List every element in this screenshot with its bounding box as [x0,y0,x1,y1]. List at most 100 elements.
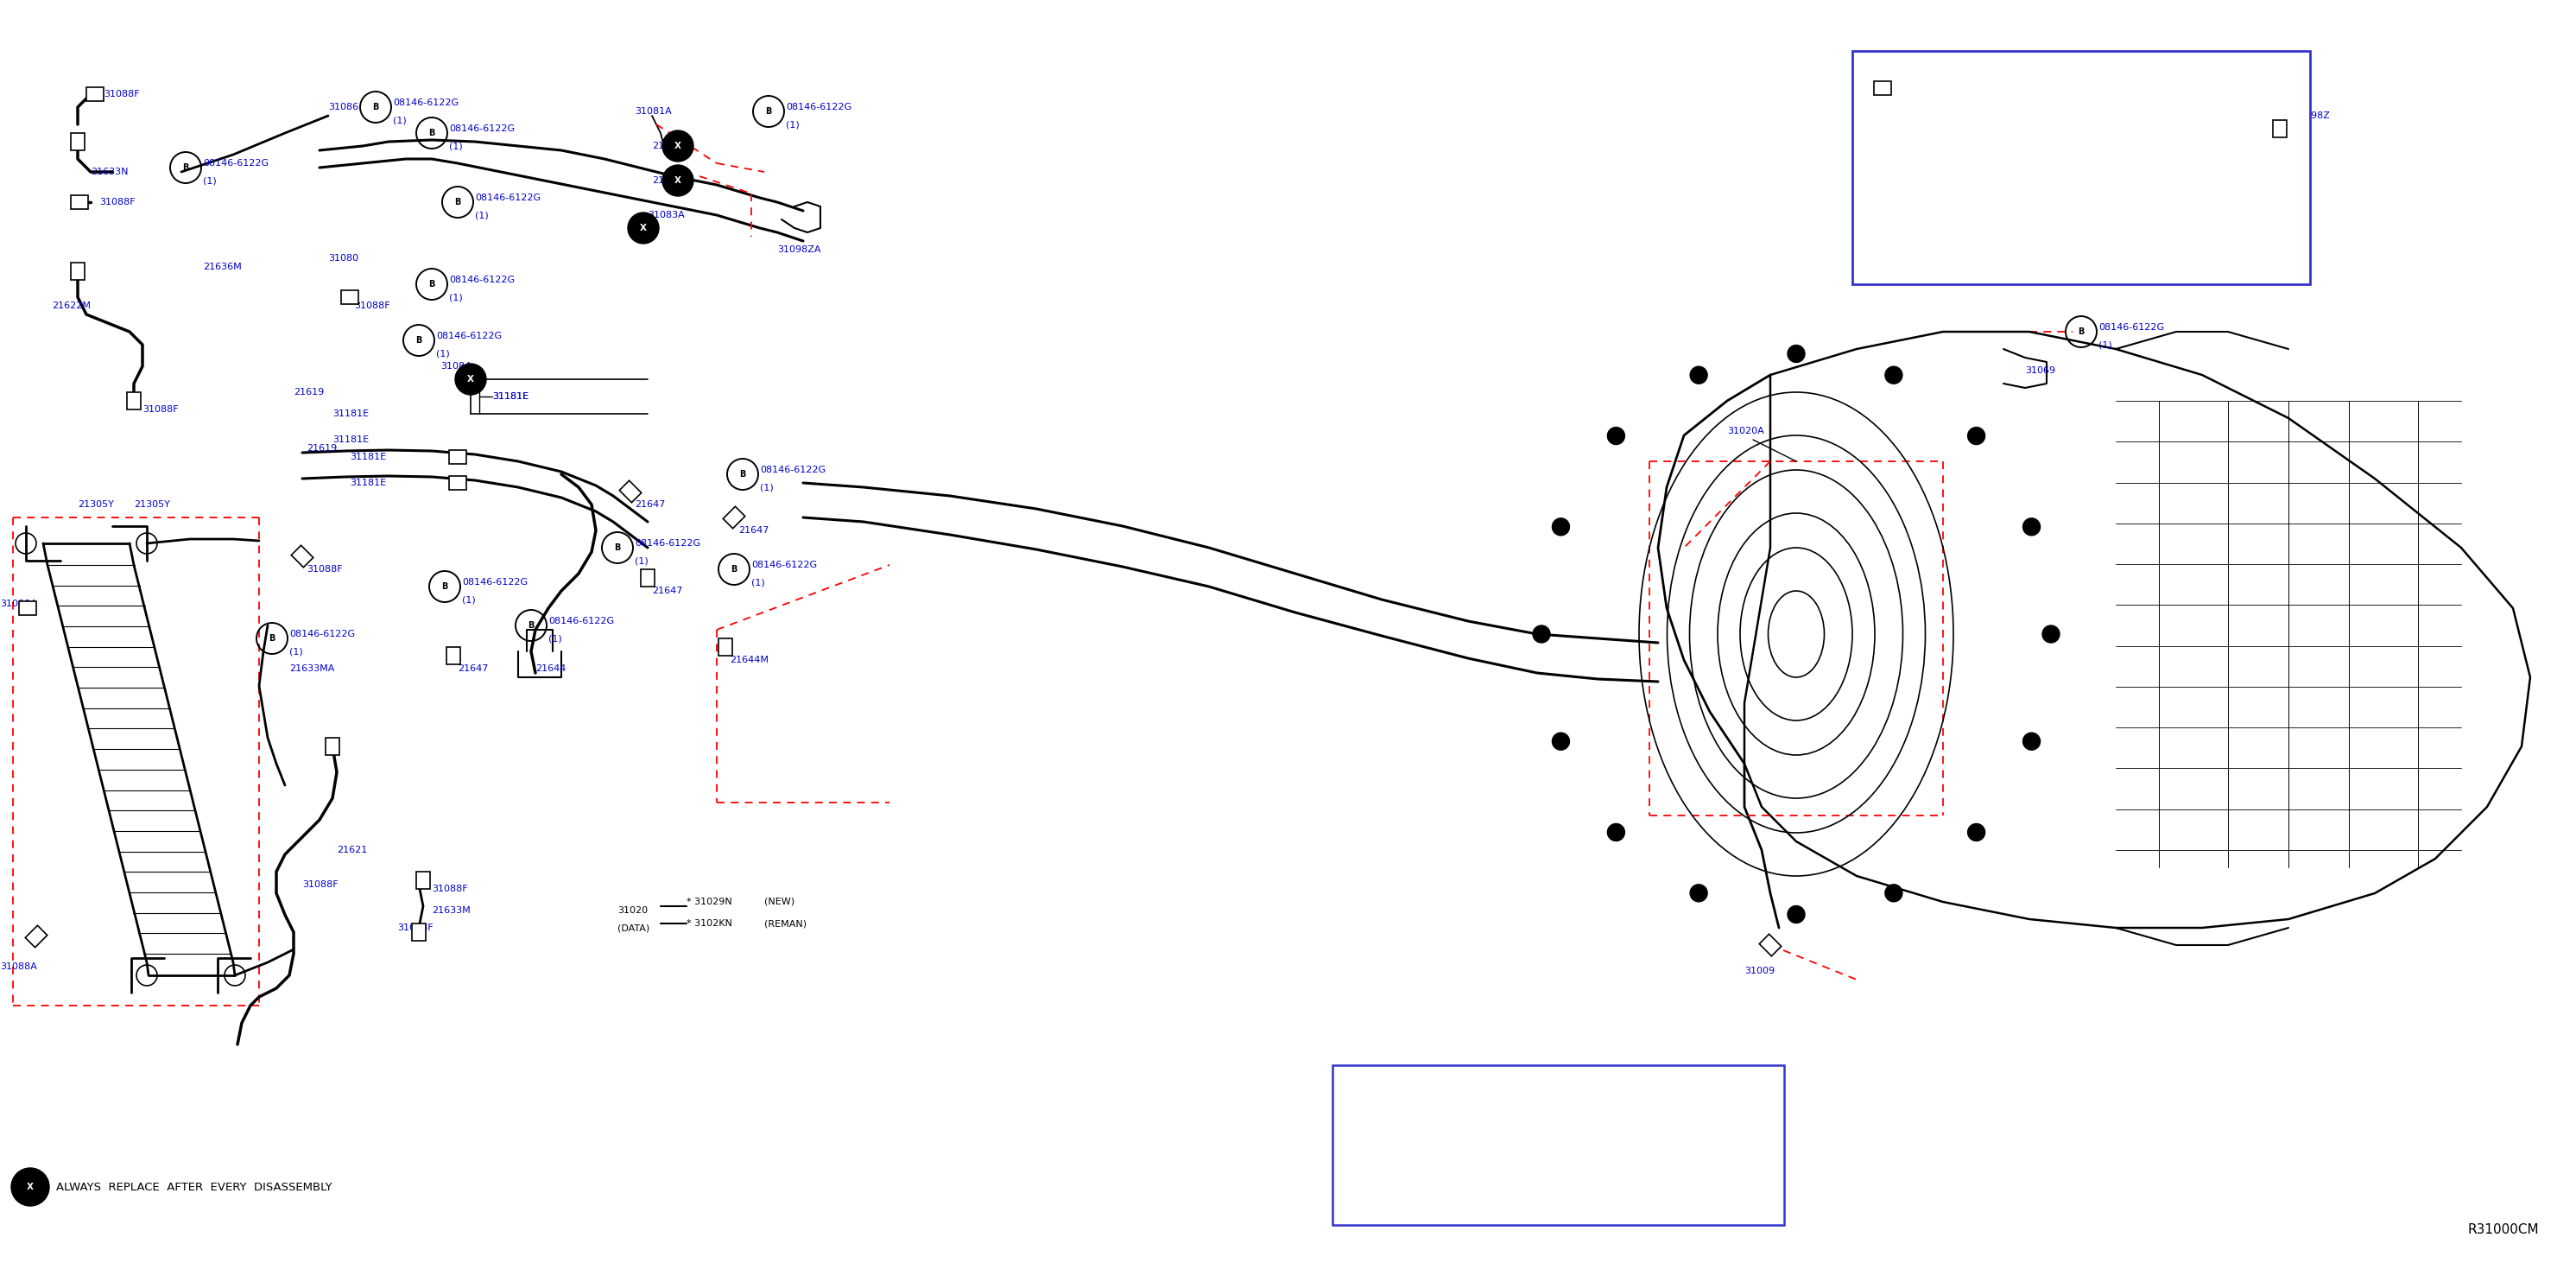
Text: 31088F: 31088F [397,923,433,932]
Polygon shape [719,638,732,655]
Text: 21647: 21647 [739,526,768,535]
Text: (1): (1) [634,556,649,565]
Text: X: X [26,1183,33,1191]
Polygon shape [70,263,85,279]
Circle shape [1968,427,1986,445]
Polygon shape [618,481,641,503]
Text: 31181E: 31181E [332,409,368,418]
Text: 31009: 31009 [1744,967,1775,976]
Text: 31181E: 31181E [332,436,368,444]
Text: (1): (1) [448,292,464,301]
Text: 31069: 31069 [2025,367,2056,374]
Text: (1): (1) [461,595,477,604]
Text: 08146-6122G: 08146-6122G [448,124,515,133]
Circle shape [1690,367,1708,383]
Circle shape [1533,626,1551,642]
Text: B: B [183,163,188,172]
Polygon shape [641,569,654,587]
Text: (DATA): (DATA) [618,923,649,932]
Text: 21305Y: 21305Y [77,500,113,509]
Text: 21626: 21626 [652,142,683,150]
Text: 31098Z: 31098Z [2293,112,2329,121]
FancyBboxPatch shape [1332,1065,1785,1224]
Text: 21644M: 21644M [729,655,768,664]
Circle shape [2043,626,2061,642]
Text: (REMAN): (REMAN) [765,919,806,928]
Text: (1): (1) [2099,340,2112,349]
Text: X: X [675,176,680,185]
Text: 08146-6122G: 08146-6122G [204,159,268,168]
Circle shape [1886,885,1901,901]
Polygon shape [88,87,103,101]
Text: (1): (1) [394,115,407,124]
Text: 31088F: 31088F [353,301,389,310]
Text: B: B [428,128,435,137]
Text: 08146-6122G: 08146-6122G [752,560,817,569]
Text: 08146-6122G: 08146-6122G [435,332,502,340]
Text: (1): (1) [760,483,773,491]
Text: 21626: 21626 [652,176,683,185]
Text: (1): (1) [204,176,216,185]
Text: 21633M: 21633M [433,906,471,915]
Text: 31084: 31084 [440,362,471,370]
Text: 08146-6122G: 08146-6122G [549,617,613,626]
Text: (1): (1) [289,647,304,655]
Text: 31088F: 31088F [301,881,337,888]
Circle shape [1788,906,1806,923]
FancyBboxPatch shape [1852,51,2311,285]
Polygon shape [1759,935,1780,956]
Circle shape [1553,733,1569,750]
Text: 21647: 21647 [652,587,683,595]
Text: B: B [739,470,747,478]
Text: 31086: 31086 [327,103,358,112]
Text: 31181E: 31181E [492,392,528,401]
Circle shape [1553,518,1569,536]
Text: 21647: 21647 [634,500,665,509]
Text: (1): (1) [435,349,451,358]
Text: 21633N: 21633N [90,168,129,176]
Circle shape [1968,823,1986,841]
Text: (1): (1) [549,635,562,642]
Circle shape [2022,518,2040,536]
Text: B: B [732,565,737,573]
Text: 31088F: 31088F [142,405,178,414]
Text: * 31029N: * 31029N [688,897,732,906]
Text: B: B [428,279,435,288]
Text: B: B [528,622,533,629]
Text: 21647: 21647 [459,664,489,673]
Text: 21619: 21619 [294,388,325,396]
Text: 21633MA: 21633MA [289,664,335,673]
Text: 21621: 21621 [337,846,368,854]
Text: 31080: 31080 [327,254,358,263]
Text: 21644: 21644 [536,664,567,673]
Text: B: B [613,544,621,553]
Text: B: B [765,108,773,115]
Text: 31088F: 31088F [433,885,469,894]
Text: MUST  BE  PROGRAMMED  DATA.: MUST BE PROGRAMMED DATA. [1476,1172,1641,1183]
Polygon shape [1873,81,1891,95]
Text: (1): (1) [752,578,765,587]
Circle shape [456,364,487,395]
Polygon shape [26,926,46,947]
Text: (1): (1) [448,142,464,150]
Polygon shape [325,737,340,755]
Polygon shape [126,392,142,409]
Circle shape [1788,345,1806,363]
Text: * 3102KN: * 3102KN [688,919,732,928]
Polygon shape [70,133,85,150]
Text: (NEW): (NEW) [765,897,793,906]
Circle shape [1607,823,1625,841]
Text: X: X [466,374,474,383]
Text: B: B [2079,327,2084,336]
Polygon shape [446,647,461,664]
Text: B: B [374,103,379,112]
Text: 31088A: 31088A [0,963,36,970]
Text: 31088A: 31088A [0,600,36,608]
Circle shape [10,1168,49,1206]
Text: X: X [639,224,647,232]
Text: 21622M: 21622M [52,301,90,310]
Text: B: B [440,582,448,591]
Text: 08146-6122G: 08146-6122G [448,276,515,285]
Text: 08146-6122G: 08146-6122G [2099,323,2164,332]
Polygon shape [2272,121,2287,137]
